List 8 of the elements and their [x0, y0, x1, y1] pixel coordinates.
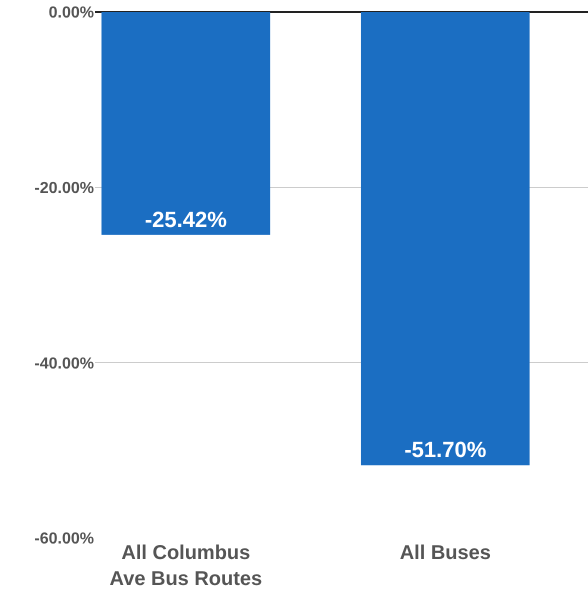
- y-tick-label: 0.00%: [48, 4, 94, 22]
- y-tick-label: -60.00%: [34, 530, 94, 548]
- x-tick-label: All Columbus Ave Bus Routes: [110, 542, 262, 590]
- y-tick-label: -20.00%: [34, 180, 94, 197]
- y-tick-label: -40.00%: [34, 355, 94, 372]
- data-label: -25.42%: [144, 206, 227, 232]
- x-tick-label: All Buses: [400, 542, 491, 564]
- data-label: -51.70%: [404, 437, 486, 462]
